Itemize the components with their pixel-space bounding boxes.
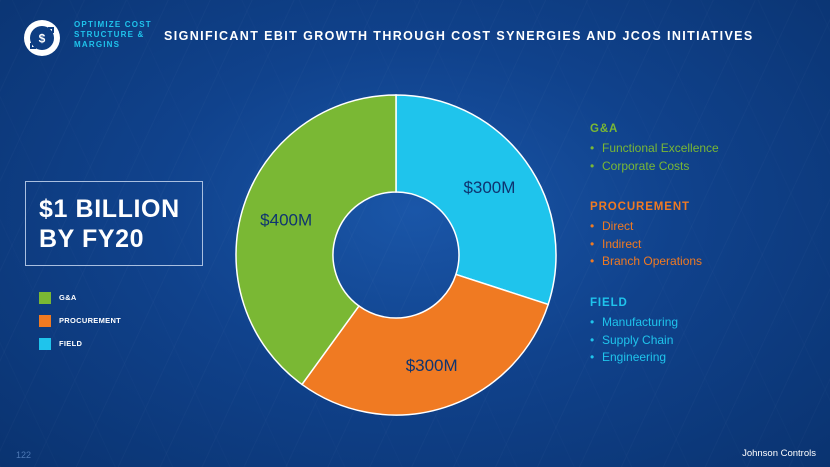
chart-legend: G&A PROCUREMENT FIELD	[39, 286, 121, 355]
slice-value-label: $300M	[406, 356, 458, 375]
category-bullet-item: • Corporate Costs	[590, 158, 719, 176]
legend-swatch	[39, 314, 51, 327]
category-g-a: G&A • Functional Excellence • Corporate Cost…	[590, 123, 719, 175]
bullet-text: Supply Chain	[602, 332, 674, 347]
bullet-text: Branch Operations	[602, 254, 703, 268]
callout-line-2: BY FY20	[39, 225, 145, 253]
bullet-text: Functional Excellence	[602, 141, 719, 155]
bullet-icon: •	[590, 141, 595, 155]
bullet-icon: •	[590, 350, 595, 364]
callout-line-1: $1 BILLION	[39, 195, 180, 223]
bullet-icon: •	[590, 315, 595, 329]
legend-swatch	[39, 337, 51, 350]
bullet-icon: •	[590, 254, 595, 268]
category-title: FIELD	[590, 297, 628, 309]
category-bullet-item: • Direct	[590, 218, 702, 236]
bullet-icon: •	[590, 236, 595, 251]
section-label: OPTIMIZE COST STRUCTURE & MARGINS	[74, 20, 152, 49]
billion-callout: $1 BILLION BY FY20	[25, 181, 203, 266]
legend-label: FIELD	[59, 339, 83, 348]
slice-value-label: $400M	[260, 210, 312, 229]
category-bullet-item: • Engineering	[590, 349, 678, 367]
bullet-icon: •	[590, 219, 595, 233]
category-bullet-item: • Branch Operations	[590, 253, 702, 271]
page-title: SIGNIFICANT EBIT GROWTH THROUGH COST SYN…	[164, 29, 754, 43]
category-bullet-item: • Supply Chain	[590, 332, 678, 350]
donut-slice-procurement	[300, 273, 550, 416]
legend-item: FIELD	[39, 332, 121, 355]
bullet-text: Manufacturing	[602, 315, 679, 329]
legend-item: G&A	[39, 286, 121, 309]
bullet-icon: •	[590, 158, 595, 173]
category-field: FIELD • Manufacturing • Supply Chain • Enginee…	[590, 297, 678, 367]
legend-item: PROCUREMENT	[39, 309, 121, 332]
svg-text:$: $	[39, 32, 46, 46]
page-number: 122	[16, 450, 32, 460]
legend-label: PROCUREMENT	[59, 316, 122, 325]
category-bullet-item: • Functional Excellence	[590, 140, 719, 158]
category-procurement: PROCUREMENT • Direct • Indirect • Branch Opera…	[590, 201, 702, 271]
donut-slice-field	[395, 94, 557, 306]
bullet-text: Corporate Costs	[602, 158, 690, 173]
category-title: PROCUREMENT	[590, 201, 690, 213]
bullet-text: Indirect	[602, 236, 642, 251]
dollar-arrows-icon: $	[24, 20, 60, 56]
donut-slice-g-a	[235, 94, 397, 386]
category-bullet-item: • Manufacturing	[590, 314, 678, 332]
legend-swatch	[39, 291, 51, 304]
bullet-text: Direct	[602, 219, 634, 233]
slice-value-label: $300M	[463, 178, 515, 197]
category-title: G&A	[590, 123, 619, 135]
category-bullet-item: • Indirect	[590, 236, 702, 254]
legend-label: G&A	[59, 293, 77, 302]
bullet-icon: •	[590, 332, 595, 347]
brand-name: Johnson Controls	[742, 448, 816, 459]
bullet-text: Engineering	[602, 350, 667, 364]
